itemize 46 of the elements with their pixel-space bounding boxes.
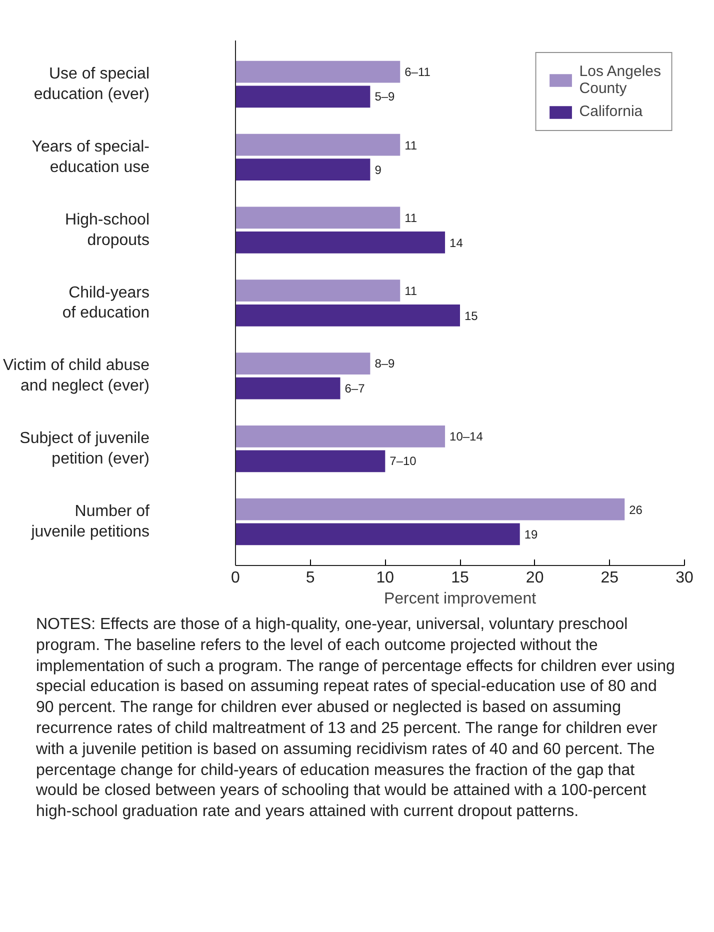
- bar: [236, 134, 400, 156]
- y-tick-label: Years of special- education use: [32, 138, 150, 176]
- y-tick-label: Use of special education (ever): [34, 66, 150, 103]
- bar: [236, 86, 370, 108]
- bar: [236, 377, 340, 400]
- data-label: 10–14: [450, 429, 484, 444]
- text: NOTES: Effects are those of a high-quality, one-year, universal, voluntary preschool program. The baseline refers to the level of each outcome projected without the implementation of such a program. The range of percentage effects for children ever using special education is based on assuming repeat rates of special-education use of 80 and 90 percent. The range for children ever abused or neglected is based on assuming recurrence rates of child maltreatment of 13 and 25 percent. The range for children ever with a juvenile petition is based on assuming recidivism rates of 40 and 60 percent. The percentage change for child-years of education measures the fraction of the gap that would be closed between years of schooling that would be attained with a 100-percent high-school graduation rate and years attained with current dropout patterns.: [36, 616, 675, 820]
- data-label: 6–11: [404, 64, 431, 79]
- bar: [236, 498, 625, 520]
- data-label: 8–9: [374, 356, 396, 371]
- bar: [236, 60, 400, 83]
- data-label: 15: [464, 308, 478, 323]
- data-label: 11: [404, 138, 418, 152]
- data-label: 11: [404, 284, 418, 298]
- bar: [236, 158, 370, 180]
- y-tick-label: Number of juvenile petitions: [30, 503, 150, 540]
- x-axis-title: Percent improvement: [384, 590, 537, 608]
- x-tick-label: 5: [306, 570, 315, 586]
- x-tick-label: 15: [451, 570, 469, 586]
- bar: [236, 280, 400, 302]
- x-tick-label: 20: [526, 570, 544, 586]
- bar: [236, 232, 446, 254]
- data-label: 11: [404, 211, 418, 226]
- bar: [236, 206, 400, 229]
- legend-label: California: [579, 103, 643, 120]
- x-tick-label: 30: [676, 570, 694, 586]
- x-tick-label: 10: [376, 570, 394, 586]
- x-tick-label: 25: [600, 570, 619, 586]
- x-tick-label: 0: [231, 570, 240, 586]
- bar: [236, 352, 370, 374]
- data-label: 7–10: [390, 454, 417, 468]
- bar: [236, 523, 520, 546]
- data-label: 26: [629, 502, 643, 517]
- y-tick-label: Victim of child abuse and neglect (ever): [3, 357, 150, 395]
- legend-label: Los Angeles County: [579, 63, 661, 97]
- bar: [236, 426, 446, 448]
- bar: [236, 450, 386, 472]
- data-label: 5–9: [374, 90, 396, 104]
- data-label: 19: [524, 528, 538, 542]
- data-label: 14: [450, 236, 464, 250]
- data-label: 6–7: [344, 381, 366, 396]
- data-label: 9: [374, 163, 382, 178]
- y-tick-label: High-school dropouts: [65, 211, 150, 249]
- y-tick-label: Subject of juvenile petition (ever): [20, 430, 150, 468]
- y-tick-label: Child-years of education: [62, 284, 150, 322]
- bar: [236, 304, 460, 326]
